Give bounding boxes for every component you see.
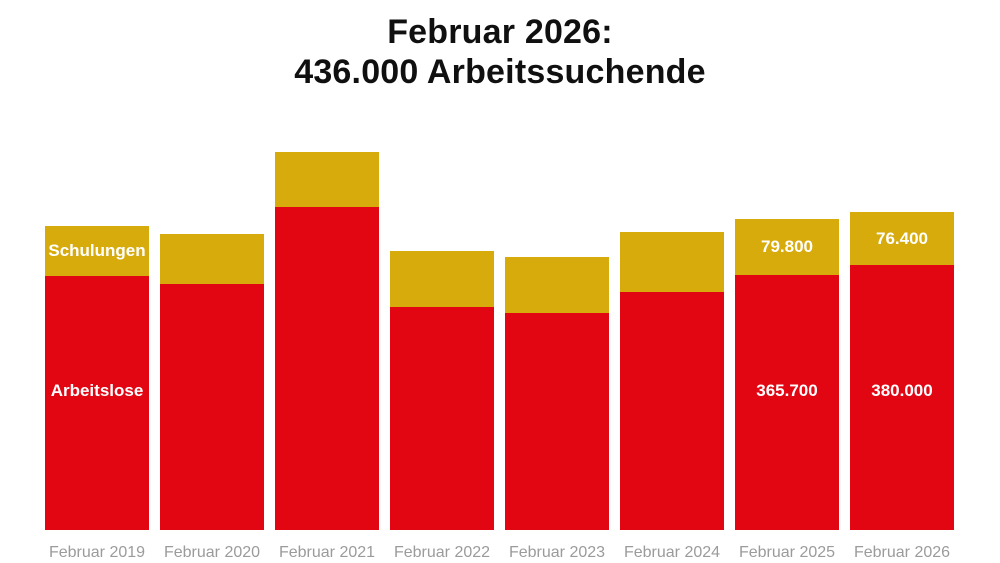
bar-februar-2020 <box>160 234 264 530</box>
schulungen-segment-februar-2021 <box>275 152 379 207</box>
arbeitslose-segment-februar-2025: 365.700 <box>735 275 839 530</box>
arbeitslose-segment-februar-2023 <box>505 313 609 530</box>
schulungen-segment-februar-2020 <box>160 234 264 284</box>
arbeitslose-segment-februar-2026: 380.000 <box>850 265 954 530</box>
schulungen-series-label: Schulungen <box>48 241 146 260</box>
arbeitslose-segment-februar-2021 <box>275 207 379 530</box>
arbeitslose-series-label: Arbeitslose <box>50 381 144 400</box>
schulungen-segment-februar-2019: Schulungen <box>45 226 149 276</box>
arbeitslose-segment-februar-2019: Arbeitslose <box>45 276 149 530</box>
bar-februar-2023 <box>505 257 609 530</box>
arbeitslose-value-label-februar-2025: 365.700 <box>756 381 818 400</box>
bar-februar-2025: 79.800 365.700 <box>735 219 839 530</box>
x-axis-label-februar-2024: Februar 2024 <box>623 544 721 561</box>
bar-februar-2022 <box>390 251 494 530</box>
schulungen-segment-februar-2023 <box>505 257 609 313</box>
x-axis-label-februar-2021: Februar 2021 <box>278 544 376 561</box>
schulungen-segment-februar-2026: 76.400 <box>850 212 954 265</box>
arbeitslose-segment-februar-2022 <box>390 307 494 530</box>
chart-title-line-2: 436.000 Arbeitssuchende <box>294 53 706 91</box>
bar-februar-2019: Schulungen Arbeitslose <box>45 226 149 530</box>
arbeitslose-segment-februar-2020 <box>160 284 264 530</box>
x-axis-label-februar-2023: Februar 2023 <box>508 544 606 561</box>
bar-februar-2024 <box>620 232 724 530</box>
schulungen-segment-februar-2024 <box>620 232 724 292</box>
x-axis-label-februar-2020: Februar 2020 <box>163 544 261 561</box>
schulungen-segment-februar-2022 <box>390 251 494 307</box>
schulungen-segment-februar-2025: 79.800 <box>735 219 839 275</box>
chart-title: Februar 2026: 436.000 Arbeitssuchende <box>0 12 1000 92</box>
x-axis-label-februar-2025: Februar 2025 <box>738 544 836 561</box>
arbeitslose-value-label-februar-2026: 380.000 <box>871 381 933 400</box>
arbeitslose-segment-februar-2024 <box>620 292 724 530</box>
x-axis-label-februar-2019: Februar 2019 <box>48 544 146 561</box>
x-axis-label-februar-2022: Februar 2022 <box>393 544 491 561</box>
schulungen-value-label-februar-2026: 76.400 <box>876 228 928 248</box>
bar-februar-2021 <box>275 152 379 530</box>
chart-title-line-1: Februar 2026: <box>387 13 613 51</box>
bar-februar-2026: 76.400 380.000 <box>850 212 954 530</box>
x-axis-label-februar-2026: Februar 2026 <box>853 544 951 561</box>
x-axis-labels: Februar 2019 Februar 2020 Februar 2021 Febr… <box>45 543 954 563</box>
schulungen-value-label-februar-2025: 79.800 <box>761 237 813 256</box>
stacked-bar-chart: Schulungen Arbeitslose 79.800 365.700 76.400… <box>45 140 954 530</box>
